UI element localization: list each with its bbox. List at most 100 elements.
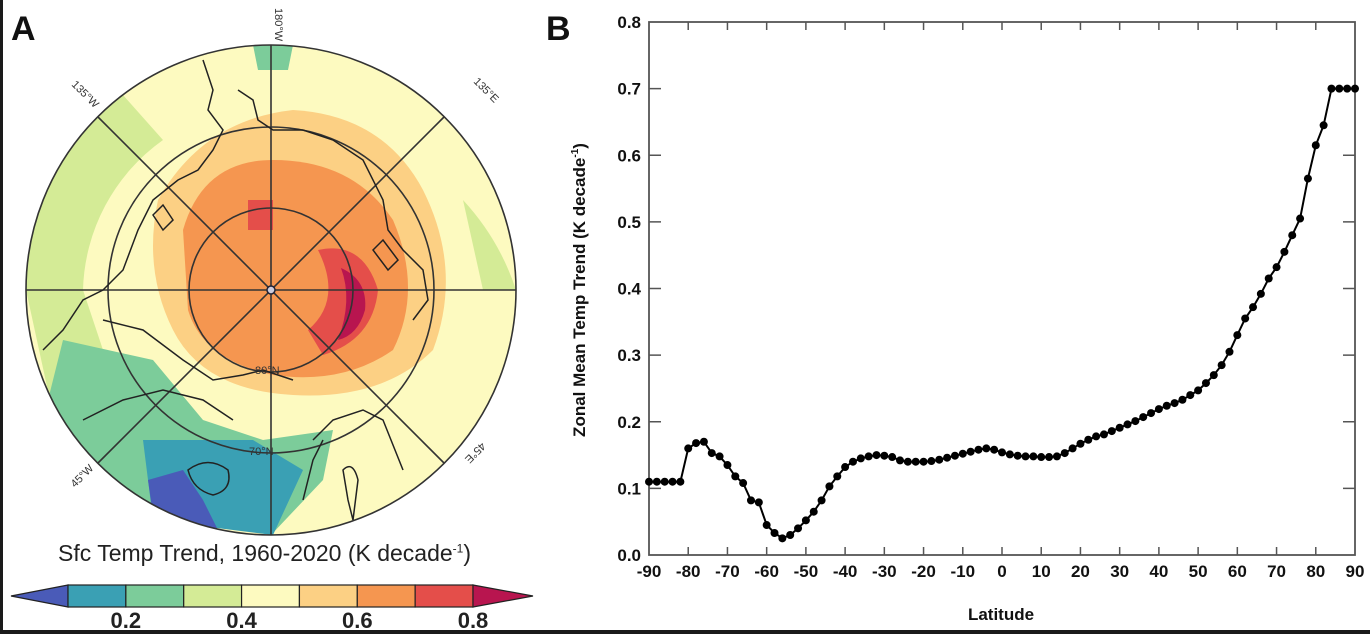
data-point (1241, 314, 1250, 323)
data-point (794, 524, 803, 533)
data-point (1052, 452, 1061, 461)
lat-label-80n: 80°N (255, 365, 280, 377)
colorbar-bin (356, 584, 416, 608)
data-point (935, 455, 944, 464)
lon-label-45w: 45°W (69, 462, 97, 490)
colorbar-title-text: Sfc Temp Trend, 1960-2020 (K decade (58, 540, 453, 566)
data-point (927, 457, 936, 466)
data-point (707, 449, 716, 458)
data-point (1005, 450, 1014, 459)
data-point (715, 452, 724, 461)
data-point (1272, 263, 1281, 272)
data-point (1021, 452, 1030, 461)
chart-series (645, 84, 1359, 543)
plot-frame (648, 21, 1356, 556)
data-point (1013, 451, 1022, 460)
north-pole-marker (266, 285, 276, 295)
x-tick-label: 50 (1189, 562, 1208, 581)
data-point (1037, 453, 1046, 462)
data-point (731, 472, 740, 481)
colorbar-extend-high (472, 584, 534, 608)
lon-label-135e: 135°E (471, 76, 501, 106)
colorbar-tick-label: 0.8 (458, 608, 489, 633)
data-point (1170, 399, 1179, 408)
y-axis-label: Zonal Mean Temp Trend (K decade-1) (570, 143, 589, 437)
data-point (1076, 439, 1085, 448)
data-point (1280, 247, 1289, 256)
data-point (645, 477, 653, 486)
map-coastlines (42, 59, 429, 521)
data-point (746, 496, 755, 505)
data-point (801, 516, 810, 525)
data-point (911, 457, 920, 466)
data-point (974, 445, 983, 454)
x-tick-label: -30 (872, 562, 897, 581)
y-tick-label: 0.3 (617, 346, 641, 365)
data-point (998, 448, 1006, 457)
data-point (778, 534, 787, 543)
data-point (1343, 84, 1352, 93)
x-tick-label: 20 (1071, 562, 1090, 581)
data-point (1264, 274, 1273, 283)
panel-label-b: B (546, 10, 571, 48)
x-tick-label: -50 (794, 562, 819, 581)
colorbar-tick-label: 0.4 (226, 608, 257, 633)
lon-label-135w: 135°W (69, 79, 101, 111)
data-point (1045, 453, 1054, 462)
colorbar-title: Sfc Temp Trend, 1960-2020 (K decade-1) (58, 540, 471, 567)
x-tick-label: 90 (1346, 562, 1365, 581)
data-point (1147, 409, 1156, 418)
data-point (1256, 289, 1265, 298)
y-axis-label-sup: -1 (570, 148, 581, 157)
polar-temperature-map: 180°W 135°E 45°E 45°W 135°W 80°N 70°N 0.… (10, 8, 534, 633)
data-point (1335, 84, 1344, 93)
data-point (990, 445, 999, 454)
lon-label-180: 180°W (272, 8, 284, 42)
data-point (1311, 141, 1320, 150)
data-point (880, 451, 889, 460)
y-tick-label: 0.6 (617, 146, 641, 165)
data-point (872, 451, 881, 460)
data-point (1233, 331, 1242, 340)
y-tick-label: 0.0 (617, 546, 641, 565)
x-tick-label: -60 (754, 562, 779, 581)
panel-label-a: A (11, 10, 36, 48)
data-point (1186, 391, 1195, 400)
data-point (841, 463, 850, 472)
data-point (1084, 435, 1093, 444)
data-point (1327, 84, 1336, 93)
y-axis-label-close: ) (570, 143, 589, 149)
data-point (652, 477, 661, 486)
data-point (1131, 417, 1140, 426)
x-tick-label: 0 (997, 562, 1006, 581)
data-point (1115, 423, 1124, 432)
colorbar-title-close: ) (463, 540, 472, 566)
data-point (1068, 444, 1077, 453)
data-point (1351, 84, 1359, 93)
lon-label-45e: 45°E (462, 440, 487, 465)
data-point (919, 457, 928, 466)
data-point (943, 453, 952, 462)
data-point (958, 449, 967, 458)
x-tick-label: 60 (1228, 562, 1247, 581)
x-tick-label: -70 (715, 562, 740, 581)
data-point (699, 437, 708, 446)
data-point (809, 507, 818, 516)
data-point (1029, 452, 1038, 461)
x-tick-label: 70 (1267, 562, 1286, 581)
data-point (762, 521, 771, 530)
data-point (888, 453, 897, 462)
data-point (692, 439, 701, 448)
data-point (1107, 427, 1116, 436)
data-point (896, 456, 905, 465)
data-point (833, 472, 842, 481)
data-point (848, 457, 857, 466)
x-tick-label: -10 (950, 562, 975, 581)
data-point (770, 529, 779, 538)
colorbar-bin (298, 584, 358, 608)
data-point (660, 477, 669, 486)
data-point (1225, 347, 1234, 356)
data-point (966, 447, 975, 456)
y-tick-label: 0.1 (617, 479, 641, 498)
